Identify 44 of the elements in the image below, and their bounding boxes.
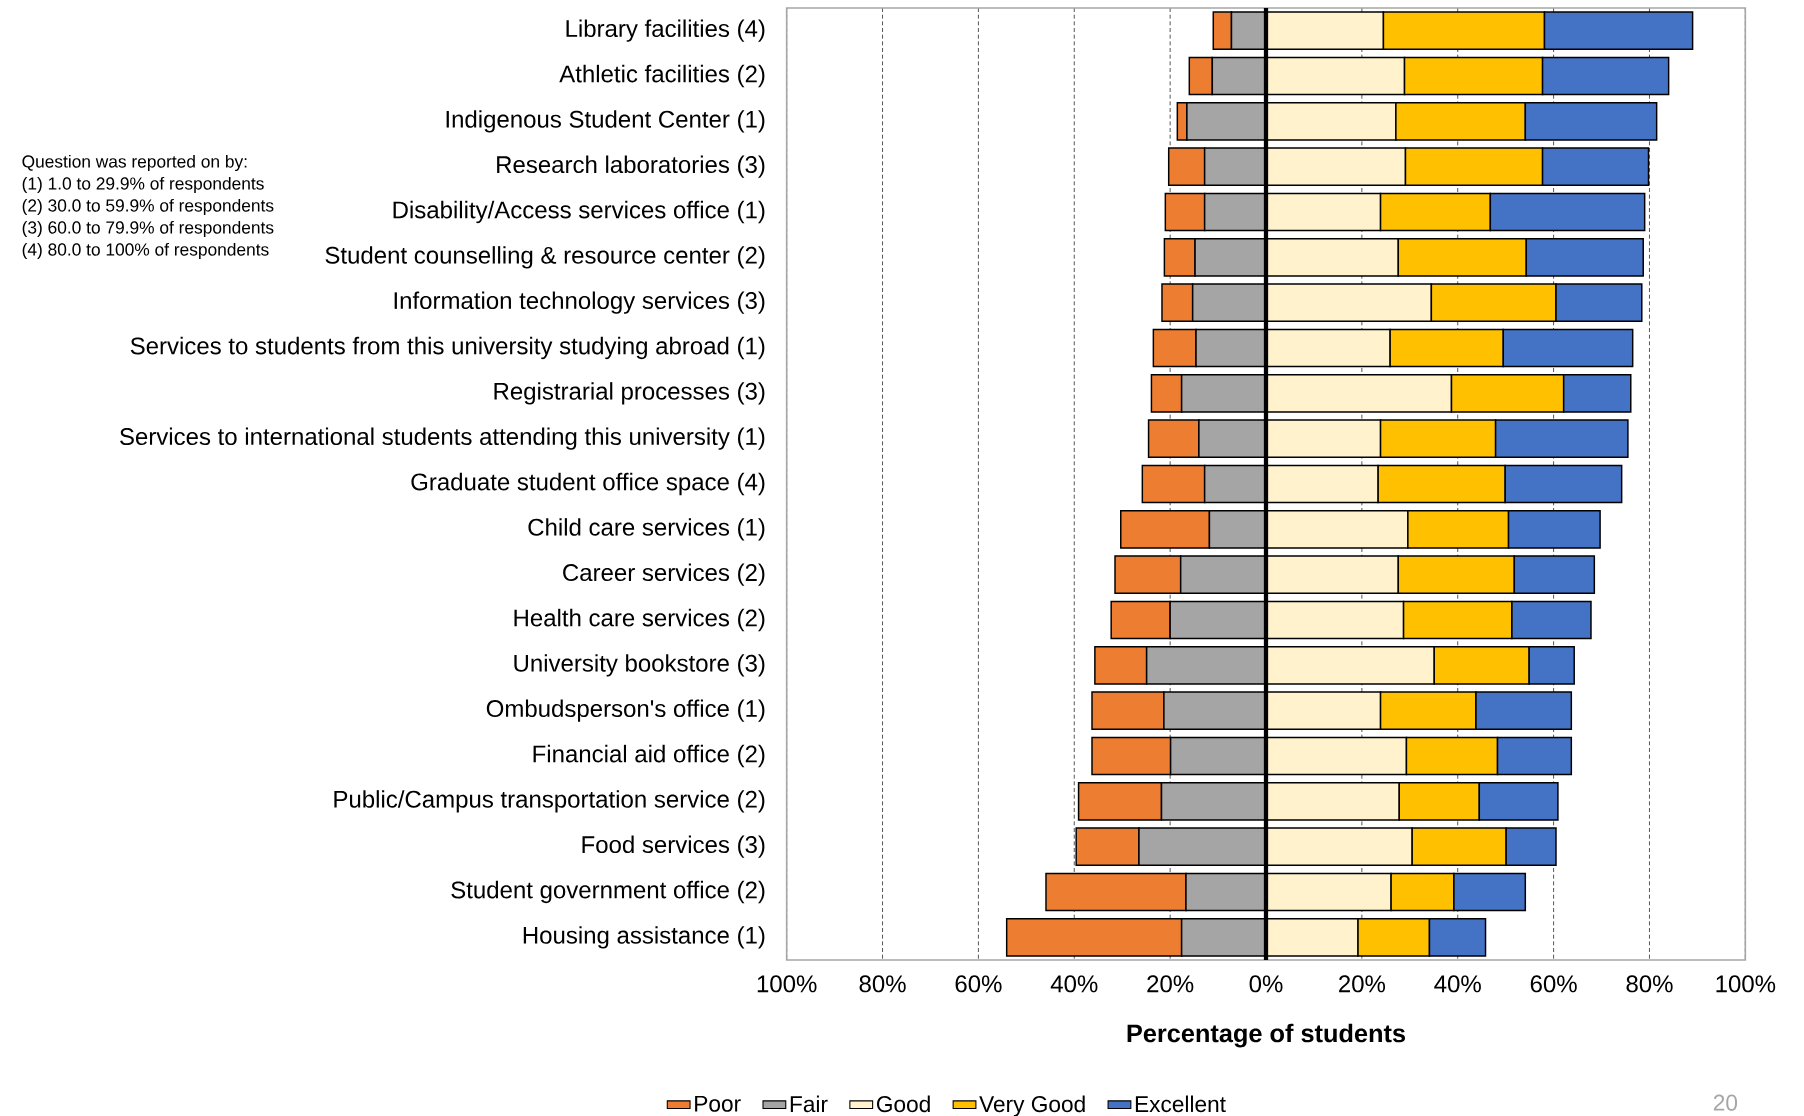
- y-tick-label: Student government office (2): [451, 880, 765, 904]
- y-tick-label: Services to international students attending this university (1): [120, 427, 765, 450]
- y-tick-label: Food services (3): [582, 835, 765, 858]
- y-tick-label: Public/Campus transportation service (2): [334, 790, 765, 813]
- y-tick-label: Ombudsperson's office (1): [486, 699, 765, 722]
- x-tick-label: 100%: [757, 975, 817, 993]
- legend-label: Good: [876, 1095, 930, 1113]
- y-tick-label: Services to students from this university studying abroad (1): [130, 336, 765, 360]
- x-tick-label: 20%: [1147, 975, 1194, 993]
- x-tick-label: 0%: [1249, 975, 1283, 993]
- y-tick-label: Library facilities (4): [566, 19, 765, 42]
- legend-label: Fair: [790, 1095, 828, 1113]
- y-tick-label: Child care services (1): [528, 518, 765, 541]
- y-tick-label: Career services (2): [563, 563, 765, 586]
- text: (1) 1.0 to 29.9% of respondents: [22, 176, 264, 194]
- y-tick-label: Student counselling & resource center (2): [325, 246, 765, 269]
- y-tick-label: Disability/Access services office (1): [393, 200, 765, 224]
- y-tick-label: Registrarial processes (3): [494, 382, 765, 405]
- x-tick-label: 100%: [1716, 975, 1776, 993]
- y-tick-label: Research laboratories (3): [497, 155, 765, 178]
- x-tick-label: 60%: [1530, 975, 1577, 993]
- text: (4) 80.0 to 100% of respondents: [22, 242, 269, 260]
- y-tick-label: Health care services (2): [514, 608, 765, 632]
- x-axis-title: Percentage of students: [1127, 1023, 1405, 1048]
- y-tick-label: University bookstore (3): [514, 654, 765, 677]
- x-tick-label: 40%: [1434, 975, 1481, 993]
- y-tick-label: Athletic facilities (2): [559, 64, 765, 88]
- legend-label: Very Good: [979, 1095, 1085, 1116]
- y-tick-label: Information technology services (3): [394, 291, 765, 314]
- x-tick-label: 60%: [955, 975, 1002, 993]
- text: 20: [1713, 1094, 1738, 1111]
- x-tick-label: 80%: [1626, 975, 1673, 993]
- y-tick-label: Financial aid office (2): [533, 744, 765, 768]
- x-tick-label: 40%: [1050, 975, 1098, 993]
- x-tick-label: 20%: [1339, 975, 1386, 993]
- text: (2) 30.0 to 59.9% of respondents: [22, 198, 274, 216]
- text: Question was reported on by:: [22, 154, 247, 172]
- legend-label: Poor: [695, 1095, 741, 1112]
- text: (3) 60.0 to 79.9% of respondents: [22, 220, 274, 238]
- y-tick-label: Housing assistance (1): [523, 926, 765, 949]
- legend-label: Excellent: [1135, 1095, 1226, 1113]
- y-tick-label: Indigenous Student Center (1): [446, 110, 765, 133]
- y-tick-label: Graduate student office space (4): [411, 472, 765, 496]
- x-tick-label: 80%: [859, 975, 906, 993]
